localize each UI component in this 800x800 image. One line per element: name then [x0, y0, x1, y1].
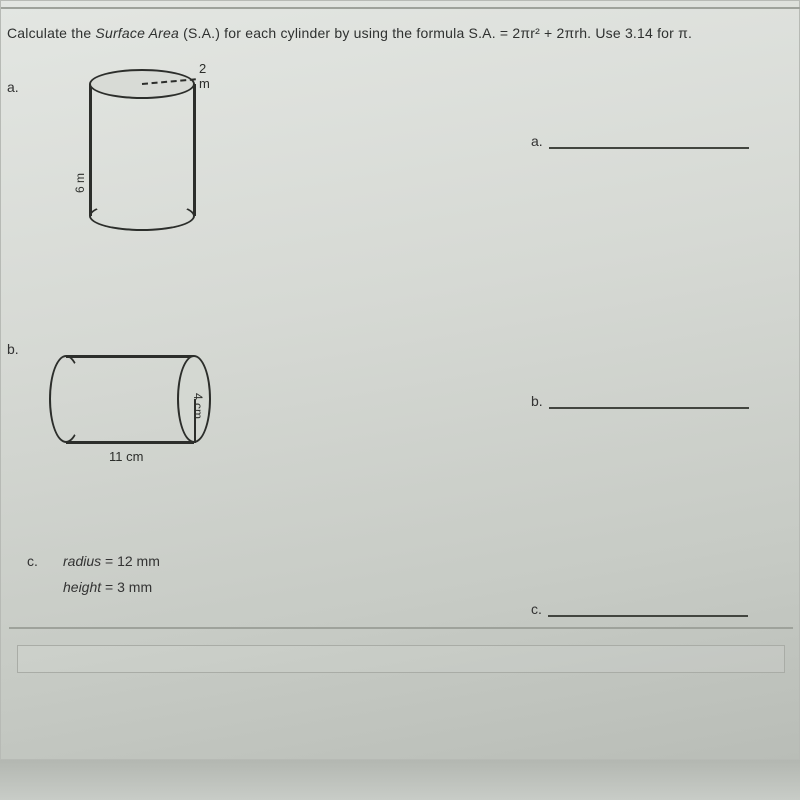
cyl-a-side-left	[89, 84, 92, 216]
cyl-a-height-label: 6 m	[73, 173, 87, 193]
problem-b-letter: b.	[7, 341, 19, 357]
cyl-a-bottom-ellipse	[89, 201, 195, 231]
cyl-b-bottom-line	[66, 441, 194, 444]
instr-prefix: Calculate the	[7, 25, 95, 41]
cyl-b-radius-label: 4 cm	[191, 393, 205, 419]
cylinder-a: 2 m 6 m	[75, 63, 205, 253]
instr-formula: S.A. = 2πr² + 2πrh.	[469, 25, 592, 41]
answer-b-letter: b.	[531, 393, 543, 409]
cyl-b-top-line	[66, 355, 194, 358]
problem-c-line1: radius = 12 mm	[63, 553, 160, 569]
cyl-a-radius-label: 2 m	[199, 61, 210, 91]
bottom-rule	[9, 627, 793, 629]
problem-c-letter: c.	[27, 553, 38, 569]
answer-c: c.	[531, 601, 748, 617]
page-shadow	[0, 760, 800, 800]
instruction-line: Calculate the Surface Area (S.A.) for ea…	[7, 25, 692, 41]
cyl-a-side-right	[193, 84, 196, 216]
top-rule	[1, 7, 800, 9]
instr-italic: Surface Area	[95, 25, 179, 41]
cylinder-b: 4 cm 11 cm	[45, 343, 235, 473]
answer-c-letter: c.	[531, 601, 542, 617]
answer-c-blank[interactable]	[548, 603, 748, 617]
cyl-b-length-label: 11 cm	[109, 449, 143, 464]
problem-c-text: radius = 12 mm height = 3 mm	[63, 553, 160, 605]
answer-a-blank[interactable]	[549, 135, 749, 149]
c-height-label: height	[63, 579, 101, 595]
problem-c-line2: height = 3 mm	[63, 579, 160, 595]
instr-paren: (S.A.) for each cylinder by using the fo…	[179, 25, 469, 41]
answer-b: b.	[531, 393, 749, 409]
cyl-b-left-ellipse	[49, 355, 83, 443]
instr-suffix: Use 3.14 for π.	[591, 25, 692, 41]
answer-a-letter: a.	[531, 133, 543, 149]
bottom-box	[17, 645, 785, 673]
answer-b-blank[interactable]	[549, 395, 749, 409]
problem-a-letter: a.	[7, 79, 19, 95]
c-radius-label: radius	[63, 553, 101, 569]
worksheet-page: Calculate the Surface Area (S.A.) for ea…	[0, 0, 800, 760]
c-radius-value: = 12 mm	[101, 553, 160, 569]
answer-a: a.	[531, 133, 749, 149]
c-height-value: = 3 mm	[101, 579, 152, 595]
